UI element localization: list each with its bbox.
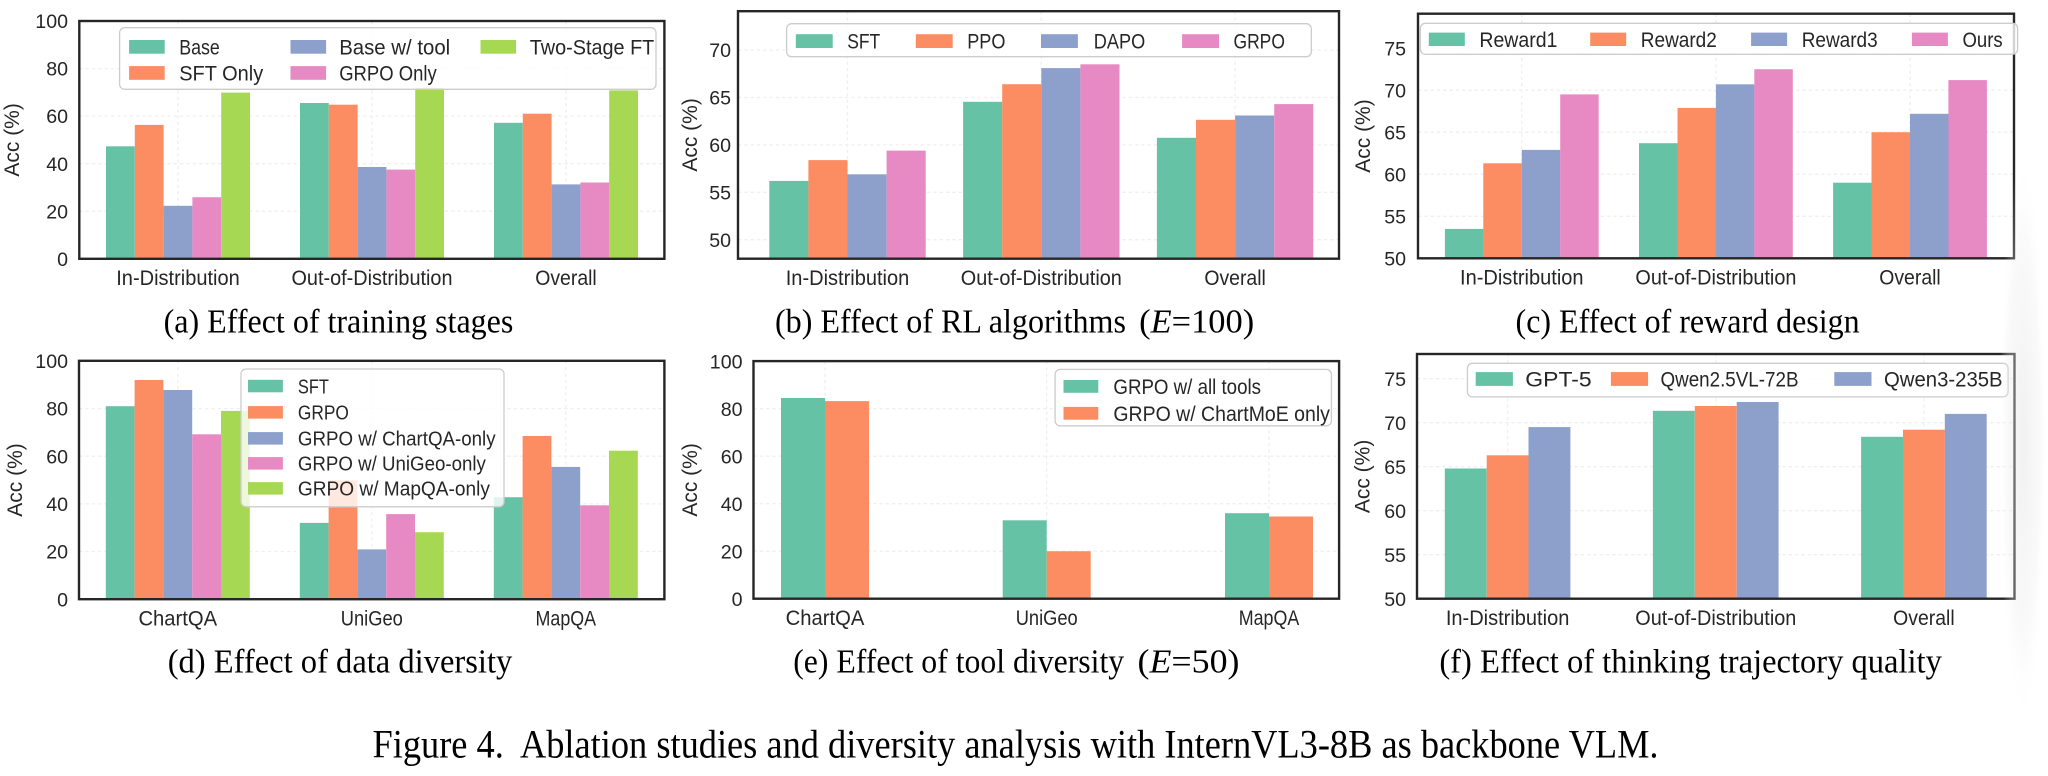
svg-text:(e) Effect of tool diversity: (e) Effect of tool diversity bbox=[793, 643, 1124, 680]
svg-text:(c) Effect of reward design: (c) Effect of reward design bbox=[1516, 304, 1860, 341]
svg-text:SFT Only: SFT Only bbox=[179, 62, 263, 85]
svg-text:0: 0 bbox=[57, 589, 68, 611]
svg-text:65: 65 bbox=[1384, 457, 1406, 479]
svg-text:Out-of-Distribution: Out-of-Distribution bbox=[1635, 607, 1796, 630]
svg-text:55: 55 bbox=[1384, 545, 1406, 567]
svg-text:55: 55 bbox=[1384, 206, 1406, 228]
svg-text:GRPO w/ all tools: GRPO w/ all tools bbox=[1113, 376, 1261, 399]
svg-text:MapQA: MapQA bbox=[1239, 607, 1300, 630]
svg-text:100: 100 bbox=[710, 351, 743, 373]
svg-text:In-Distribution: In-Distribution bbox=[1460, 267, 1584, 290]
svg-text:100: 100 bbox=[35, 11, 68, 33]
svg-text:80: 80 bbox=[46, 59, 68, 81]
svg-text:80: 80 bbox=[46, 399, 68, 421]
svg-text:(f) Effect of thinking traject: (f) Effect of thinking trajectory qualit… bbox=[1439, 643, 1942, 680]
svg-text:GRPO w/ ChartMoE only: GRPO w/ ChartMoE only bbox=[1113, 403, 1330, 426]
svg-text:UniGeo: UniGeo bbox=[341, 607, 403, 630]
svg-text:Acc (%): Acc (%) bbox=[1351, 99, 1375, 172]
svg-text:PPO: PPO bbox=[967, 31, 1005, 54]
svg-text:Base w/ tool: Base w/ tool bbox=[339, 36, 450, 59]
svg-text:Overall: Overall bbox=[1893, 607, 1955, 630]
svg-text:0: 0 bbox=[732, 589, 743, 611]
svg-text:Out-of-Distribution: Out-of-Distribution bbox=[961, 267, 1122, 290]
svg-text:SFT: SFT bbox=[847, 31, 880, 54]
svg-text:100: 100 bbox=[35, 351, 68, 373]
svg-text:Overall: Overall bbox=[535, 267, 597, 290]
svg-text:Ours: Ours bbox=[1963, 29, 2003, 52]
svg-text:50: 50 bbox=[1384, 248, 1406, 270]
svg-text:65: 65 bbox=[1384, 122, 1406, 144]
svg-text:Qwen2.5VL-72B: Qwen2.5VL-72B bbox=[1661, 369, 1799, 392]
svg-text:60: 60 bbox=[1384, 164, 1406, 186]
svg-text:Overall: Overall bbox=[1879, 267, 1941, 290]
svg-text:Acc (%): Acc (%) bbox=[678, 443, 702, 516]
svg-text:60: 60 bbox=[46, 106, 68, 128]
svg-text:70: 70 bbox=[1384, 413, 1406, 435]
svg-text:Out-of-Distribution: Out-of-Distribution bbox=[292, 267, 453, 290]
svg-text:GRPO w/ MapQA-only: GRPO w/ MapQA-only bbox=[298, 478, 491, 501]
svg-text:ChartQA: ChartQA bbox=[138, 607, 217, 630]
svg-text:Figure 4. Ablation studies an: Figure 4. Ablation studies and diversity… bbox=[373, 721, 1659, 766]
svg-text:50: 50 bbox=[1384, 589, 1406, 611]
svg-text:SFT: SFT bbox=[298, 375, 329, 398]
svg-text:In-Distribution: In-Distribution bbox=[786, 267, 910, 290]
svg-text:60: 60 bbox=[721, 446, 743, 468]
svg-text:Acc (%): Acc (%) bbox=[678, 98, 702, 171]
svg-text:60: 60 bbox=[46, 446, 68, 468]
svg-text:Acc (%): Acc (%) bbox=[0, 103, 24, 176]
svg-text:40: 40 bbox=[46, 494, 68, 516]
svg-text:GRPO: GRPO bbox=[298, 402, 349, 425]
svg-text:Overall: Overall bbox=[1204, 267, 1266, 290]
svg-text:Acc (%): Acc (%) bbox=[1351, 440, 1375, 513]
svg-text:75: 75 bbox=[1384, 38, 1406, 60]
svg-text:(E=100): (E=100) bbox=[1139, 304, 1254, 341]
svg-text:Reward2: Reward2 bbox=[1641, 29, 1717, 52]
svg-text:Acc (%): Acc (%) bbox=[3, 443, 27, 516]
svg-text:60: 60 bbox=[709, 135, 731, 157]
svg-text:70: 70 bbox=[709, 40, 731, 62]
svg-text:(a) Effect of training stages: (a) Effect of training stages bbox=[164, 304, 514, 341]
svg-text:Reward1: Reward1 bbox=[1479, 29, 1557, 52]
svg-text:DAPO: DAPO bbox=[1094, 31, 1145, 54]
svg-text:20: 20 bbox=[46, 542, 68, 564]
svg-text:50: 50 bbox=[709, 230, 731, 252]
svg-text:70: 70 bbox=[1384, 80, 1406, 102]
svg-text:GRPO w/ ChartQA-only: GRPO w/ ChartQA-only bbox=[298, 428, 496, 451]
svg-text:Out-of-Distribution: Out-of-Distribution bbox=[1635, 267, 1796, 290]
svg-text:MapQA: MapQA bbox=[536, 607, 597, 630]
svg-text:In-Distribution: In-Distribution bbox=[1446, 607, 1570, 630]
svg-text:40: 40 bbox=[46, 154, 68, 176]
svg-text:UniGeo: UniGeo bbox=[1016, 607, 1078, 630]
svg-text:65: 65 bbox=[709, 88, 731, 110]
svg-text:Qwen3-235B: Qwen3-235B bbox=[1884, 369, 2003, 392]
svg-text:(b) Effect of RL algorithms: (b) Effect of RL algorithms bbox=[775, 304, 1126, 341]
svg-text:0: 0 bbox=[57, 249, 68, 271]
svg-text:20: 20 bbox=[721, 541, 743, 563]
svg-text:In-Distribution: In-Distribution bbox=[116, 267, 240, 290]
svg-text:(E=50): (E=50) bbox=[1138, 643, 1240, 680]
svg-text:Base: Base bbox=[179, 36, 220, 59]
svg-text:Two-Stage FT: Two-Stage FT bbox=[530, 36, 655, 59]
svg-text:75: 75 bbox=[1384, 369, 1406, 391]
svg-text:GRPO Only: GRPO Only bbox=[339, 62, 437, 85]
svg-text:(d) Effect of data diversity: (d) Effect of data diversity bbox=[168, 643, 513, 680]
svg-text:GPT-5: GPT-5 bbox=[1525, 369, 1591, 392]
svg-text:ChartQA: ChartQA bbox=[786, 607, 865, 630]
svg-text:Reward3: Reward3 bbox=[1802, 29, 1878, 52]
svg-text:60: 60 bbox=[1384, 501, 1406, 523]
svg-text:GRPO w/ UniGeo-only: GRPO w/ UniGeo-only bbox=[298, 453, 487, 476]
svg-text:55: 55 bbox=[709, 182, 731, 204]
svg-text:80: 80 bbox=[721, 399, 743, 421]
svg-text:GRPO: GRPO bbox=[1234, 31, 1285, 54]
svg-text:40: 40 bbox=[721, 494, 743, 516]
svg-text:20: 20 bbox=[46, 201, 68, 223]
